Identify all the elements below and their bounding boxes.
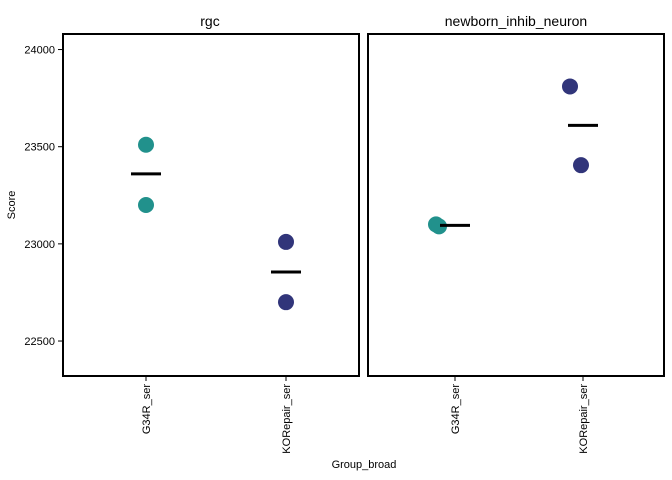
data-point-p1-3	[278, 294, 294, 311]
x-axis-title: Group_broad	[332, 459, 397, 471]
x-tick-label-p2-0: G34R_ser	[450, 384, 462, 434]
data-point-p1-1	[138, 197, 154, 213]
y-axis-title: Score	[6, 191, 18, 220]
panel-title-newborn-inhib-neuron: newborn_inhib_neuron	[445, 13, 587, 29]
panel-frame-2	[367, 33, 665, 377]
data-point-p1-2	[278, 233, 294, 250]
panel-frame-1	[62, 33, 360, 377]
x-tick-label-p1-1: KORepair_ser	[281, 384, 293, 454]
data-point-p2-1	[431, 218, 447, 235]
y-tick-label-2: 23500	[24, 142, 55, 154]
data-point-p1-0	[138, 136, 154, 153]
plot-layer: 22500 23000 23500 24000 G34R_ser KORepair_ser…	[24, 33, 665, 454]
y-tick-label-1: 23000	[24, 239, 55, 251]
y-tick-label-0: 22500	[24, 336, 55, 348]
data-point-p2-2	[562, 78, 578, 95]
x-tick-label-p2-1: KORepair_ser	[578, 384, 590, 454]
y-tick-label-3: 24000	[24, 45, 55, 57]
x-tick-label-p1-0: G34R_ser	[141, 384, 153, 434]
data-point-p2-3	[573, 157, 589, 174]
panel-title-rgc: rgc	[200, 13, 219, 29]
